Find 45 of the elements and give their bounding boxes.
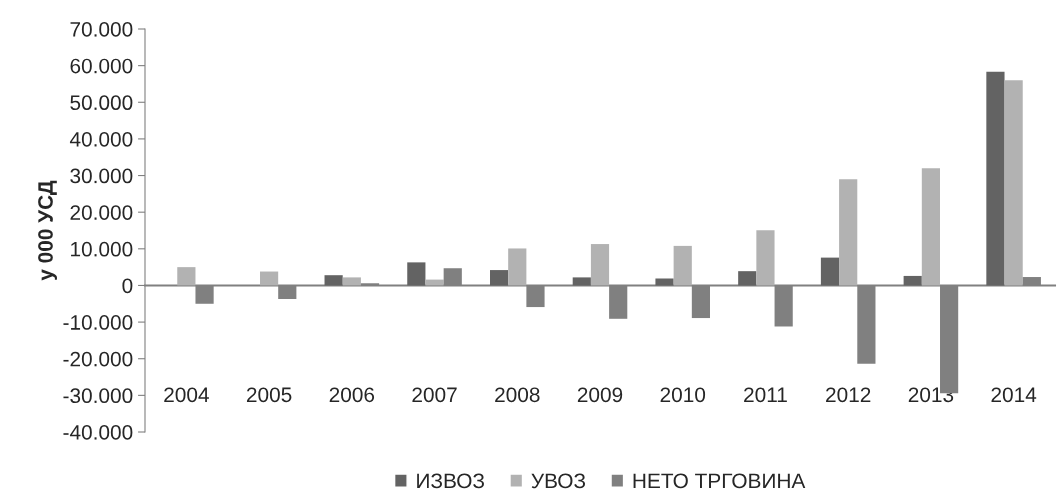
x-tick-label: 2009 [577, 387, 623, 403]
bar [839, 179, 858, 286]
y-tick-label: -10.000 [63, 315, 133, 330]
y-tick-label: 70.000 [70, 22, 133, 37]
x-tick-label: 2004 [164, 387, 209, 403]
x-tick-label: 2008 [495, 387, 540, 403]
y-tick-label: 10.000 [71, 241, 133, 257]
x-tick-label: 2005 [246, 387, 292, 403]
x-tick-label: 2011 [744, 387, 787, 403]
legend-label: ИЗВОЗ [417, 473, 484, 489]
bar [738, 271, 757, 286]
x-tick-label: 2006 [329, 387, 375, 403]
y-tick-label: -20.000 [63, 351, 133, 367]
x-tick-label: 2007 [412, 387, 457, 403]
bar [342, 277, 361, 286]
y-tick-label: 0 [122, 278, 133, 294]
bar [590, 244, 610, 286]
bar [921, 168, 941, 286]
y-tick-label: 40.000 [69, 131, 133, 147]
bar [489, 270, 509, 286]
legend-label: УВОЗ [531, 473, 586, 489]
bar [508, 248, 527, 286]
bar [903, 275, 922, 286]
x-tick-label: 2014 [991, 387, 1037, 403]
bar [324, 275, 343, 286]
bar [986, 71, 1005, 286]
x-tick-label: 2010 [660, 387, 706, 403]
y-tick-label: -30.000 [63, 388, 133, 404]
y-axis-title: у 000 УСД [38, 180, 57, 281]
bar [820, 257, 840, 286]
legend-label: НЕТО ТРГОВИНА [633, 473, 806, 489]
x-tick-label: 2012 [826, 387, 871, 403]
bar [1004, 80, 1023, 286]
bar [259, 271, 279, 286]
bar [655, 278, 674, 286]
bar [572, 277, 591, 286]
y-tick-label: 60.000 [70, 58, 133, 74]
y-tick-label: 20.000 [70, 205, 133, 220]
bar [673, 245, 692, 286]
y-tick-label: 50.000 [70, 95, 133, 111]
bar [407, 262, 426, 286]
y-tick-label: -40.000 [63, 425, 133, 440]
bar [756, 230, 775, 286]
bar [177, 267, 196, 286]
y-tick-label: 30.000 [70, 168, 133, 184]
